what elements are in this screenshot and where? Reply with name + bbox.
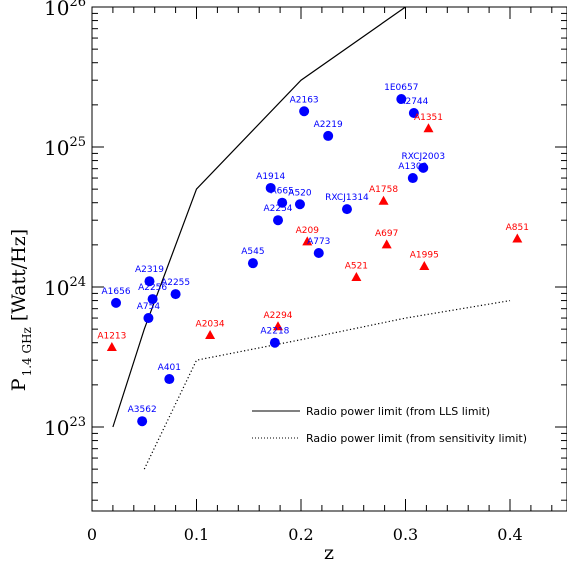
- circle-point-label: A545: [241, 247, 264, 257]
- circle-point: [247, 258, 258, 269]
- legend-solid-label: Radio power limit (from LLS limit): [306, 405, 490, 418]
- circle-point: [323, 130, 334, 141]
- circle-point-label: A520: [288, 188, 312, 198]
- y-tick-label: 1025: [44, 135, 86, 160]
- circle-point: [265, 182, 276, 193]
- circle-point-label: A3562: [128, 405, 157, 415]
- circle-point: [137, 416, 148, 427]
- triangle-point-label: A851: [506, 223, 529, 233]
- circle-point-label: A2254: [263, 204, 292, 214]
- circle-point-label: 1E0657: [384, 83, 418, 93]
- y-tick-label: 1024: [44, 275, 86, 300]
- x-tick-label: 0.2: [288, 525, 313, 544]
- triangle-point-label: A1758: [369, 185, 398, 195]
- sensitivity-limit-line: [143, 300, 511, 470]
- y-tick-exponent: 25: [69, 135, 86, 150]
- circle-point: [111, 297, 122, 308]
- x-tick-label: 0.1: [184, 525, 209, 544]
- circle-point: [341, 204, 352, 215]
- y-axis-label-sub: 1.4 GHz: [20, 327, 34, 376]
- lls-limit-line: [112, 6, 406, 428]
- triangle-point: [351, 271, 362, 281]
- circle-point: [313, 247, 324, 258]
- y-tick-exponent: 24: [69, 275, 86, 290]
- y-axis-label: P 1.4 GHz [Watt/Hz]: [8, 229, 34, 391]
- circle-point: [407, 173, 418, 184]
- triangle-point: [419, 261, 430, 271]
- circle-point: [269, 337, 280, 348]
- circle-point-label: A401: [158, 363, 181, 373]
- triangle-point-label: A2294: [263, 311, 292, 321]
- data-points: [106, 94, 523, 427]
- triangle-point-label: A1995: [410, 251, 439, 261]
- circle-point: [143, 313, 154, 324]
- circle-point: [170, 289, 181, 300]
- triangle-point-label: A209: [296, 226, 320, 236]
- triangle-point-label: A1213: [97, 331, 126, 341]
- circle-point-label: A773: [307, 237, 330, 247]
- x-tick-label: 0.4: [497, 525, 522, 544]
- circle-point: [408, 107, 419, 118]
- y-tick-mantissa: 10: [44, 136, 69, 160]
- x-tick-label: 0: [87, 525, 97, 544]
- circle-point-label: A2255: [161, 278, 190, 288]
- y-axis-label-main: P: [8, 378, 30, 391]
- triangle-point: [381, 239, 392, 249]
- y-tick-label: 1023: [44, 415, 86, 440]
- limit-lines: [112, 6, 511, 470]
- x-axis-label: z: [324, 542, 334, 564]
- circle-point: [418, 162, 429, 173]
- triangle-point-label: A2034: [196, 320, 225, 330]
- triangle-point: [378, 195, 389, 205]
- circle-point-label: A2163: [290, 95, 319, 105]
- circle-point-label: A665: [271, 187, 294, 197]
- x-tick-label: 0.3: [393, 525, 418, 544]
- triangle-point-label: A1351: [414, 113, 443, 123]
- y-tick-label: 1026: [44, 0, 86, 20]
- circle-point-label: A2319: [135, 265, 164, 275]
- circle-point: [147, 294, 158, 305]
- legend: Radio power limit (from LLS limit) Radio…: [252, 405, 527, 445]
- circle-point: [294, 199, 305, 210]
- circle-point-label: A2218: [260, 327, 289, 337]
- triangle-point: [423, 123, 434, 133]
- circle-point: [164, 374, 175, 385]
- triangle-point-label: A521: [345, 261, 368, 271]
- circle-point-label: RXCJ1314: [325, 193, 369, 203]
- y-tick-mantissa: 10: [44, 276, 69, 300]
- plot-frame: [91, 6, 567, 512]
- y-axis-label-units: [Watt/Hz]: [8, 229, 30, 321]
- circle-point-label: A1300: [398, 162, 427, 172]
- triangle-point: [512, 233, 523, 243]
- circle-point: [273, 215, 284, 226]
- y-tick-mantissa: 10: [44, 416, 69, 440]
- circle-point-label: A1656: [102, 287, 131, 297]
- circle-point: [144, 276, 155, 287]
- circle-point-label: A2219: [314, 120, 343, 130]
- triangle-point-label: A697: [375, 229, 398, 239]
- svg-text:P1.4 GHz[Watt/Hz]: P 1.4 GHz [Watt/Hz]: [8, 229, 34, 391]
- legend-dotted-label: Radio power limit (from sensitivity limi…: [306, 432, 527, 445]
- circle-point-label: RXCJ2003: [401, 152, 445, 162]
- triangle-point: [205, 330, 216, 340]
- point-labels: A1656 A2319 A2256 A754 A2255 A401 A3562 A545 A22…: [97, 83, 529, 415]
- circle-point-label: A2744: [399, 97, 428, 107]
- triangle-point: [106, 341, 117, 351]
- y-tick-exponent: 23: [69, 415, 86, 430]
- circle-point: [299, 106, 310, 117]
- circle-point: [277, 197, 288, 208]
- triangle-point: [302, 236, 313, 246]
- circle-point-label: A1914: [256, 172, 285, 182]
- y-tick-exponent: 26: [69, 0, 86, 10]
- circle-point: [396, 94, 407, 105]
- circle-point-label: A2256: [138, 283, 167, 293]
- triangle-point: [273, 321, 284, 331]
- circle-point-label: A754: [137, 302, 161, 312]
- y-tick-mantissa: 10: [44, 0, 69, 20]
